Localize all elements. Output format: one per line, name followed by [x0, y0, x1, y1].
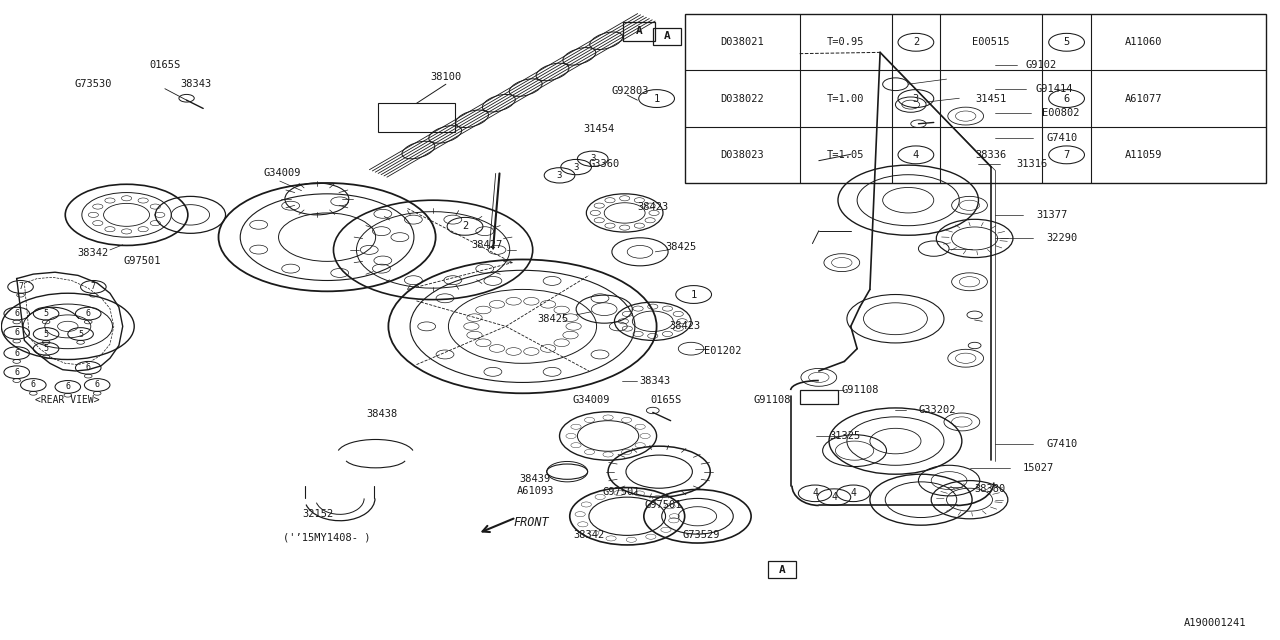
Text: 6: 6: [14, 349, 19, 358]
Text: A: A: [778, 564, 785, 575]
Text: 3: 3: [590, 154, 595, 163]
Text: A11059: A11059: [1124, 150, 1162, 160]
Text: E00515: E00515: [973, 37, 1010, 47]
Text: G91108: G91108: [842, 385, 879, 395]
Text: 6: 6: [14, 368, 19, 377]
Text: 5: 5: [78, 330, 83, 339]
Text: 3: 3: [913, 93, 919, 104]
Bar: [653, 28, 681, 45]
Text: T=0.95: T=0.95: [827, 37, 864, 47]
Text: ('’15MY1408- ): ('’15MY1408- ): [283, 533, 371, 543]
Text: 5: 5: [44, 330, 49, 339]
Text: 4: 4: [831, 492, 837, 502]
Text: 0165S: 0165S: [650, 395, 681, 404]
Text: G3360: G3360: [589, 159, 620, 169]
Text: E00802: E00802: [1042, 108, 1080, 118]
Text: 38439: 38439: [520, 474, 550, 484]
Text: 15027: 15027: [1023, 463, 1055, 473]
Text: T=1.05: T=1.05: [827, 150, 864, 160]
Text: 31377: 31377: [1036, 210, 1068, 220]
Text: 38423: 38423: [637, 202, 668, 212]
Text: G91108: G91108: [753, 395, 791, 404]
Text: 4: 4: [850, 488, 856, 499]
Bar: [768, 561, 796, 578]
Text: 3: 3: [573, 163, 579, 172]
Text: 7: 7: [18, 282, 23, 291]
Text: <REAR VIEW>: <REAR VIEW>: [36, 395, 100, 404]
Text: FRONT: FRONT: [513, 516, 549, 529]
Text: A: A: [663, 31, 671, 42]
Text: 2: 2: [913, 37, 919, 47]
Text: A61077: A61077: [1124, 93, 1162, 104]
Text: 38425: 38425: [666, 242, 696, 252]
Text: 6: 6: [14, 309, 19, 318]
Text: 0165S: 0165S: [150, 60, 180, 70]
Text: 7: 7: [1064, 150, 1070, 160]
Text: 5: 5: [44, 309, 49, 318]
Text: 5: 5: [1064, 37, 1070, 47]
Text: 38342: 38342: [573, 531, 604, 540]
Text: G97501: G97501: [644, 500, 682, 510]
Text: 38380: 38380: [974, 484, 1006, 494]
Text: G34009: G34009: [264, 168, 301, 179]
Bar: [623, 22, 655, 41]
Text: G9102: G9102: [1025, 60, 1057, 70]
Text: G7410: G7410: [1046, 439, 1078, 449]
Text: 31454: 31454: [584, 124, 614, 134]
Text: 32290: 32290: [1046, 234, 1078, 243]
Text: 31316: 31316: [1016, 159, 1048, 169]
Text: 38336: 38336: [975, 150, 1007, 160]
Text: G34009: G34009: [572, 395, 611, 404]
Text: D038021: D038021: [721, 37, 764, 47]
Text: 6: 6: [14, 328, 19, 337]
Text: G73530: G73530: [74, 79, 113, 89]
Text: G97501: G97501: [602, 487, 640, 497]
Text: 38342: 38342: [78, 248, 109, 258]
Text: G33202: G33202: [919, 406, 956, 415]
Text: 31451: 31451: [975, 93, 1007, 104]
Text: 38343: 38343: [180, 79, 211, 89]
Text: 2: 2: [462, 221, 468, 231]
Text: 7: 7: [91, 282, 96, 291]
Text: G91414: G91414: [1036, 84, 1074, 94]
Text: 3: 3: [557, 171, 562, 180]
Text: A11060: A11060: [1124, 37, 1162, 47]
Bar: [378, 103, 454, 132]
Text: 1: 1: [654, 93, 659, 104]
Text: G92803: G92803: [611, 86, 649, 95]
Text: A190001241: A190001241: [1184, 618, 1247, 628]
Text: T=1.00: T=1.00: [827, 93, 864, 104]
Text: 38427: 38427: [471, 240, 502, 250]
Text: G7410: G7410: [1046, 133, 1078, 143]
Text: 4: 4: [913, 150, 919, 160]
Text: 31325: 31325: [829, 431, 860, 441]
Text: 6: 6: [65, 383, 70, 392]
Text: 4: 4: [812, 488, 818, 499]
Text: A: A: [635, 26, 643, 36]
Text: E01202: E01202: [704, 346, 742, 356]
Bar: [685, 14, 1266, 183]
Text: 38343: 38343: [640, 376, 671, 385]
Text: 6: 6: [31, 381, 36, 390]
Text: A61093: A61093: [517, 486, 554, 496]
Text: 38100: 38100: [430, 72, 462, 81]
Bar: [800, 390, 838, 404]
Text: 32152: 32152: [302, 509, 334, 519]
Text: D038023: D038023: [721, 150, 764, 160]
Text: 38438: 38438: [366, 410, 398, 419]
Text: 6: 6: [86, 309, 91, 318]
Text: 38425: 38425: [538, 314, 568, 324]
Text: G73529: G73529: [682, 531, 721, 540]
Text: 6: 6: [95, 381, 100, 390]
Text: 6: 6: [1064, 93, 1070, 104]
Text: G97501: G97501: [123, 257, 160, 266]
Text: 6: 6: [86, 364, 91, 372]
Text: 38423: 38423: [669, 321, 700, 332]
Text: 5: 5: [44, 344, 49, 353]
Text: 1: 1: [690, 289, 696, 300]
Text: D038022: D038022: [721, 93, 764, 104]
